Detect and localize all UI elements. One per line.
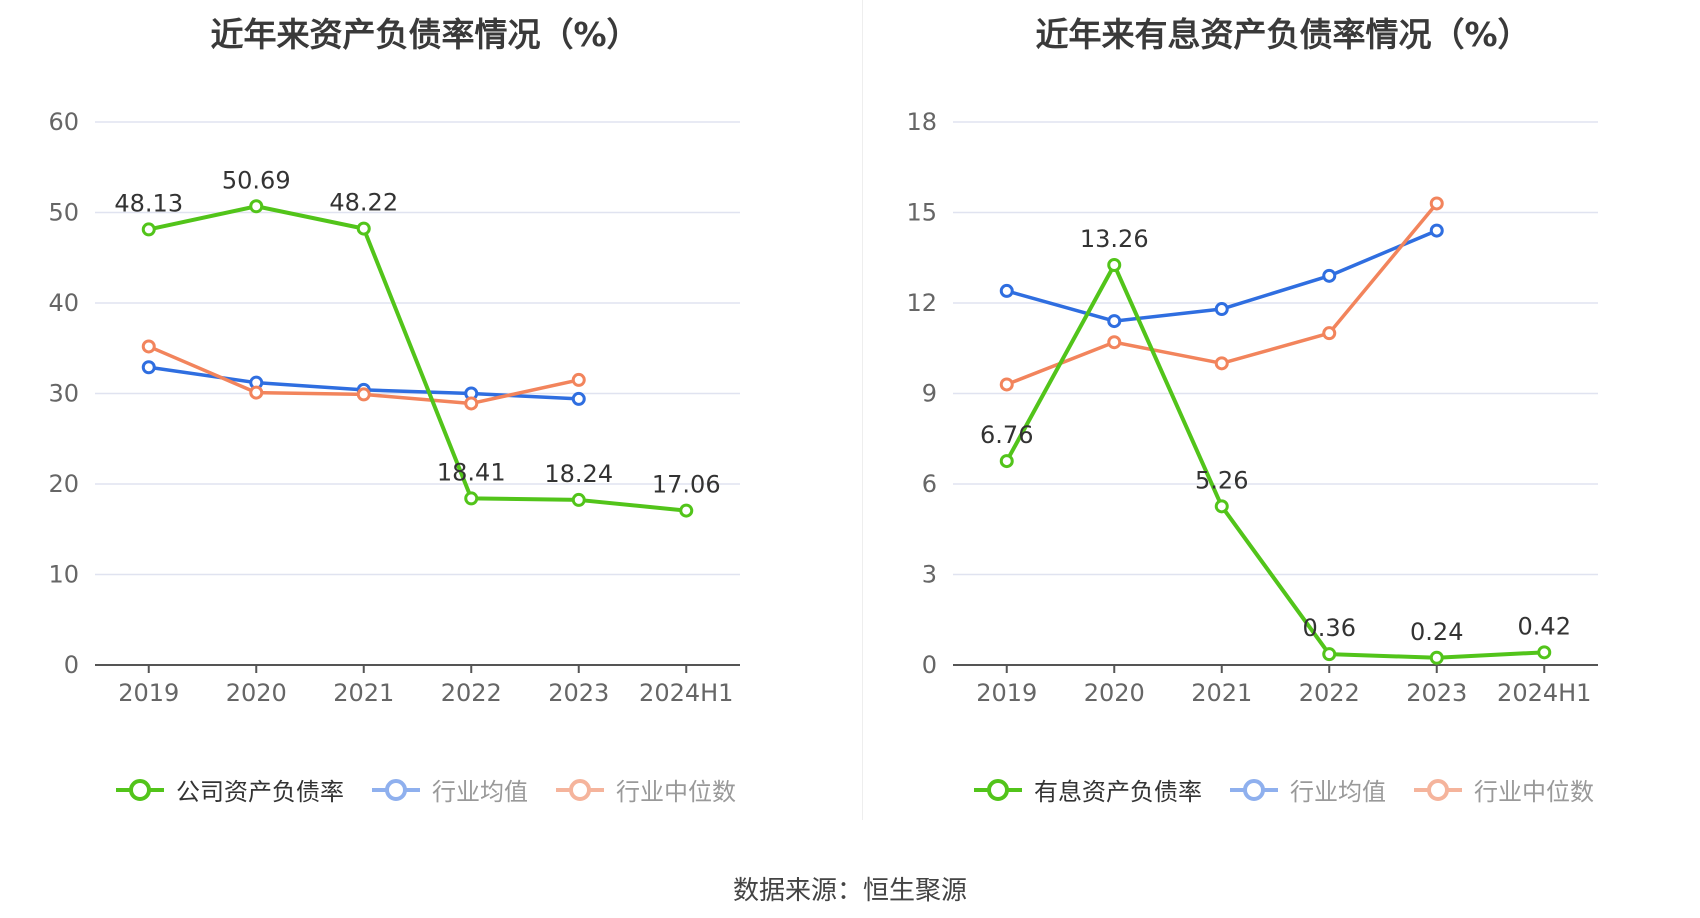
data-point <box>1429 650 1444 665</box>
data-label: 48.22 <box>329 189 398 217</box>
y-tick-label: 50 <box>48 199 79 227</box>
data-point <box>1537 645 1552 660</box>
data-label: 5.26 <box>1195 466 1248 494</box>
legend-marker-avg <box>1230 778 1278 801</box>
data-point <box>141 360 156 375</box>
y-tick-label: 30 <box>48 380 79 408</box>
data-point <box>679 503 694 518</box>
y-tick-label: 10 <box>48 561 79 589</box>
data-point <box>356 221 371 236</box>
series-line <box>148 204 687 513</box>
legend-item-avg[interactable]: 行业均值 <box>1228 772 1386 807</box>
legend-item-median[interactable]: 行业中位数 <box>1412 772 1594 807</box>
x-tick-label: 2021 <box>1191 679 1252 707</box>
chart-title-left: 近年来资产负债率情况（%） <box>210 15 640 54</box>
data-point <box>141 339 156 354</box>
data-point <box>1429 196 1444 211</box>
data-point <box>141 222 156 237</box>
data-label: 6.76 <box>980 421 1033 449</box>
data-point <box>356 387 371 402</box>
data-point <box>1214 499 1229 514</box>
x-tick-label: 2020 <box>226 679 287 707</box>
legend-item-avg[interactable]: 行业均值 <box>370 772 528 807</box>
y-tick-label: 20 <box>48 470 79 498</box>
chart-left: 0 10 20 30 40 50 60 2019 2020 2021 2022 2023 2024H1 4… <box>48 108 740 707</box>
y-tick-label: 12 <box>906 289 937 317</box>
legend-label: 行业均值 <box>1290 778 1386 806</box>
data-point <box>1107 314 1122 329</box>
y-tick-label: 15 <box>906 199 937 227</box>
data-point <box>999 454 1014 469</box>
x-tick-label: 2022 <box>441 679 502 707</box>
x-tick-label: 2024H1 <box>1497 679 1591 707</box>
data-label: 0.24 <box>1410 618 1463 646</box>
data-point <box>1322 326 1337 341</box>
legend-label: 公司资产负债率 <box>176 778 344 806</box>
data-label: 17.06 <box>652 471 721 499</box>
y-tick-label: 6 <box>922 470 937 498</box>
chart-right: 0 3 6 9 12 15 18 2019 2020 2021 2022 2023 2024H1 6.76… <box>906 108 1598 707</box>
y-tick-label: 0 <box>922 651 937 679</box>
legend-item-interest[interactable]: 有息资产负债率 <box>972 772 1202 807</box>
data-label: 18.24 <box>544 460 613 488</box>
y-tick-label: 9 <box>922 380 937 408</box>
data-label: 48.13 <box>114 189 183 217</box>
x-tick-label: 2023 <box>548 679 609 707</box>
x-tick-label: 2022 <box>1299 679 1360 707</box>
data-point <box>1322 268 1337 283</box>
data-point <box>464 491 479 506</box>
data-point <box>999 377 1014 392</box>
series-line <box>1004 262 1545 660</box>
data-point <box>464 396 479 411</box>
data-source: 数据来源：恒生聚源 <box>732 876 967 906</box>
panel-divider <box>862 0 863 820</box>
legend-marker-median <box>556 778 604 801</box>
x-tick-label: 2019 <box>118 679 179 707</box>
legend-item-company[interactable]: 公司资产负债率 <box>114 772 344 807</box>
legend-label: 有息资产负债率 <box>1034 778 1202 806</box>
chart-panel-left: 近年来资产负债率情况（%） 0 10 20 30 40 50 60 2019 2020 2021 2… <box>0 0 850 840</box>
data-point <box>1214 356 1229 371</box>
data-point <box>571 391 586 406</box>
legend-marker-median <box>1414 778 1462 801</box>
data-label: 18.41 <box>437 458 506 486</box>
data-point <box>1107 257 1122 272</box>
data-point <box>249 385 264 400</box>
legend-marker-company <box>116 778 164 801</box>
x-tick-label: 2024H1 <box>639 679 733 707</box>
data-point <box>1429 223 1444 238</box>
x-tick-label: 2023 <box>1406 679 1467 707</box>
x-tick-label: 2021 <box>333 679 394 707</box>
data-point <box>1322 647 1337 662</box>
data-point <box>1107 335 1122 350</box>
data-label: 50.69 <box>222 166 291 194</box>
y-tick-label: 18 <box>906 108 937 136</box>
legend-label: 行业均值 <box>432 778 528 806</box>
legend-left: 公司资产负债率 行业均值 行业中位数 <box>0 772 850 807</box>
y-tick-label: 0 <box>64 651 79 679</box>
data-point <box>1214 302 1229 317</box>
y-tick-label: 60 <box>48 108 79 136</box>
legend-label: 行业中位数 <box>1474 778 1594 806</box>
x-tick-label: 2019 <box>976 679 1037 707</box>
y-tick-label: 40 <box>48 289 79 317</box>
legend-item-median[interactable]: 行业中位数 <box>554 772 736 807</box>
legend-marker-avg <box>372 778 420 801</box>
data-label: 0.36 <box>1303 614 1356 642</box>
x-tick-label: 2020 <box>1084 679 1145 707</box>
data-label: 13.26 <box>1080 225 1149 253</box>
chart-panel-right: 近年来有息资产负债率情况（%） 0 3 6 9 12 15 18 2019 2020 2021 20… <box>858 0 1700 840</box>
data-point <box>249 199 264 214</box>
data-point <box>571 492 586 507</box>
data-label: 0.42 <box>1518 612 1571 640</box>
legend-right: 有息资产负债率 行业均值 行业中位数 <box>858 772 1700 807</box>
legend-marker-interest <box>974 778 1022 801</box>
y-tick-label: 3 <box>922 561 937 589</box>
data-point <box>999 283 1014 298</box>
legend-label: 行业中位数 <box>616 778 736 806</box>
chart-title-right: 近年来有息资产负债率情况（%） <box>1035 15 1531 54</box>
data-point <box>571 372 586 387</box>
